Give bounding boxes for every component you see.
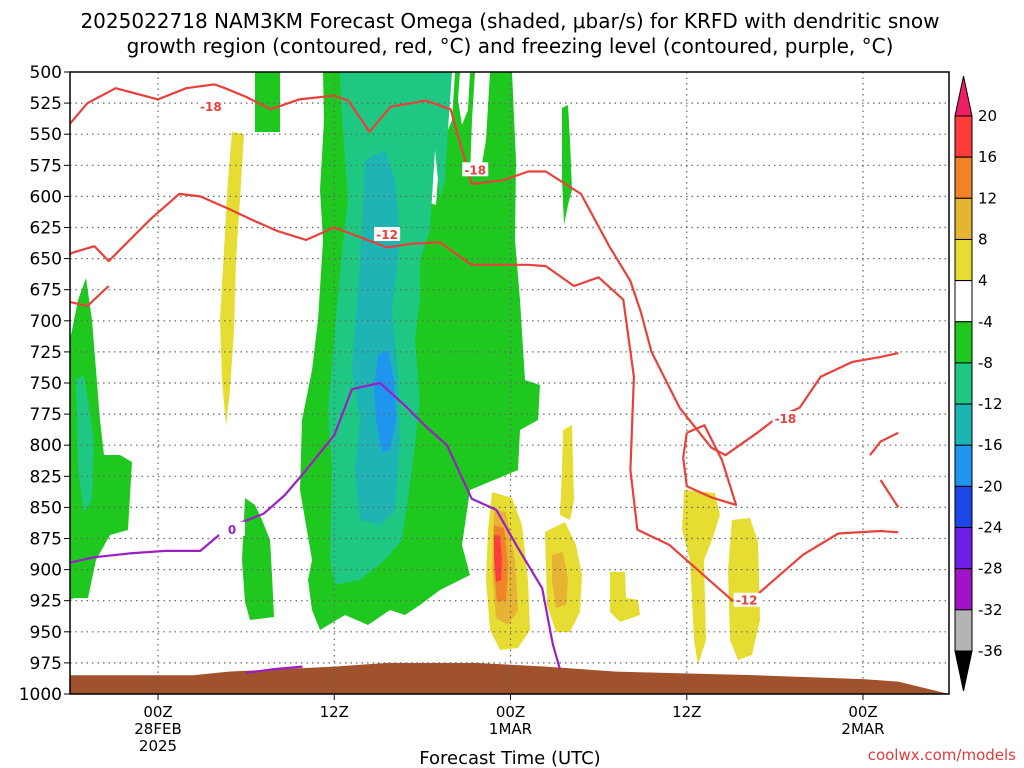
- colorbar-label: 12: [978, 189, 997, 207]
- colorbar-label: -16: [978, 436, 1003, 454]
- colorbar-swatch: [955, 116, 972, 157]
- colorbar-swatch: [955, 363, 972, 404]
- y-tick-label: 925: [30, 592, 62, 612]
- colorbar-swatch: [955, 486, 972, 527]
- x-tick-label: 1MAR: [489, 720, 532, 738]
- y-tick-label: 575: [30, 156, 62, 176]
- y-tick-label: 725: [30, 343, 62, 363]
- colorbar-swatch: [955, 281, 972, 322]
- y-tick-label: 950: [30, 623, 62, 643]
- x-tick-label: 00Z: [848, 703, 877, 721]
- y-tick-label: 975: [30, 654, 62, 674]
- colorbar-bottom-arrow: [955, 651, 972, 691]
- y-tick-label: 525: [30, 94, 62, 114]
- colorbar-label: -4: [978, 313, 993, 331]
- y-tick-label: 600: [30, 187, 62, 207]
- x-axis-label: Forecast Time (UTC): [419, 748, 600, 768]
- colorbar: 20 16 12 8 4 -4 -8 -12 -16 -20 -24 -28 -32 -36: [955, 76, 1003, 691]
- chart-title-line-2: growth region (contoured, red, °C) and f…: [127, 34, 894, 58]
- plot-area: -18 -18 -12 -18 -12 0: [0, 72, 949, 694]
- contour-label: -18: [200, 100, 222, 114]
- colorbar-label: 4: [978, 272, 988, 290]
- colorbar-swatch: [955, 322, 972, 363]
- colorbar-label: -28: [978, 560, 1003, 578]
- colorbar-label: -20: [978, 477, 1003, 495]
- x-tick-label: 00Z: [496, 703, 525, 721]
- colorbar-swatch: [955, 610, 972, 651]
- omega-band-plus4-f: [728, 518, 760, 660]
- colorbar-swatch: [955, 569, 972, 610]
- colorbar-label: 20: [978, 107, 997, 125]
- omega-band-minus4: [255, 72, 280, 132]
- y-tick-label: 800: [30, 436, 62, 456]
- credit-text: coolwx.com/models: [868, 746, 1016, 764]
- y-tick-label: 675: [30, 281, 62, 301]
- contour-label: -12: [376, 228, 398, 242]
- y-tick-label: 750: [30, 374, 62, 394]
- y-tick-label: 775: [30, 405, 62, 425]
- colorbar-label: -8: [978, 354, 993, 372]
- y-tick-label: 825: [30, 467, 62, 487]
- colorbar-swatch: [955, 157, 972, 198]
- x-tick-label: 28FEB: [134, 720, 181, 738]
- x-tick-label: 12Z: [672, 703, 701, 721]
- colorbar-label: -36: [978, 642, 1003, 660]
- y-tick-label: 650: [30, 250, 62, 270]
- x-tick-label: 00Z: [143, 703, 172, 721]
- y-tick-label: 900: [30, 561, 62, 581]
- y-tick-label: 875: [30, 530, 62, 550]
- colorbar-swatch: [955, 239, 972, 280]
- contour-label: -18: [775, 412, 797, 426]
- y-tick-label: 700: [30, 312, 62, 332]
- omega-time-height-chart: 2025022718 NAM3KM Forecast Omega (shaded…: [0, 0, 1024, 768]
- y-tick-label: 850: [30, 498, 62, 518]
- colorbar-label: -12: [978, 395, 1003, 413]
- chart-title-line-1: 2025022718 NAM3KM Forecast Omega (shaded…: [80, 9, 939, 33]
- y-tick-label: 500: [30, 63, 62, 83]
- contour-label: -18: [464, 163, 486, 177]
- colorbar-label: 8: [978, 230, 988, 248]
- colorbar-swatch: [955, 445, 972, 486]
- contour-label: -12: [736, 594, 758, 608]
- y-tick-label: 625: [30, 219, 62, 239]
- colorbar-swatch: [955, 404, 972, 445]
- y-axis-ticks: 500 525 550 575 600 625 650 675 700 725 750 775 800 8…: [19, 63, 70, 705]
- colorbar-label: -32: [978, 601, 1003, 619]
- y-tick-label: 1000: [19, 685, 62, 705]
- colorbar-swatch: [955, 198, 972, 239]
- y-tick-label: 550: [30, 125, 62, 145]
- x-tick-label: 2025: [139, 737, 177, 755]
- colorbar-label: 16: [978, 148, 997, 166]
- colorbar-top-arrow: [955, 76, 972, 116]
- x-tick-label: 2MAR: [841, 720, 884, 738]
- contour-label: 0: [228, 523, 236, 537]
- x-tick-label: 12Z: [320, 703, 349, 721]
- colorbar-label: -24: [978, 519, 1003, 537]
- colorbar-swatch: [955, 528, 972, 569]
